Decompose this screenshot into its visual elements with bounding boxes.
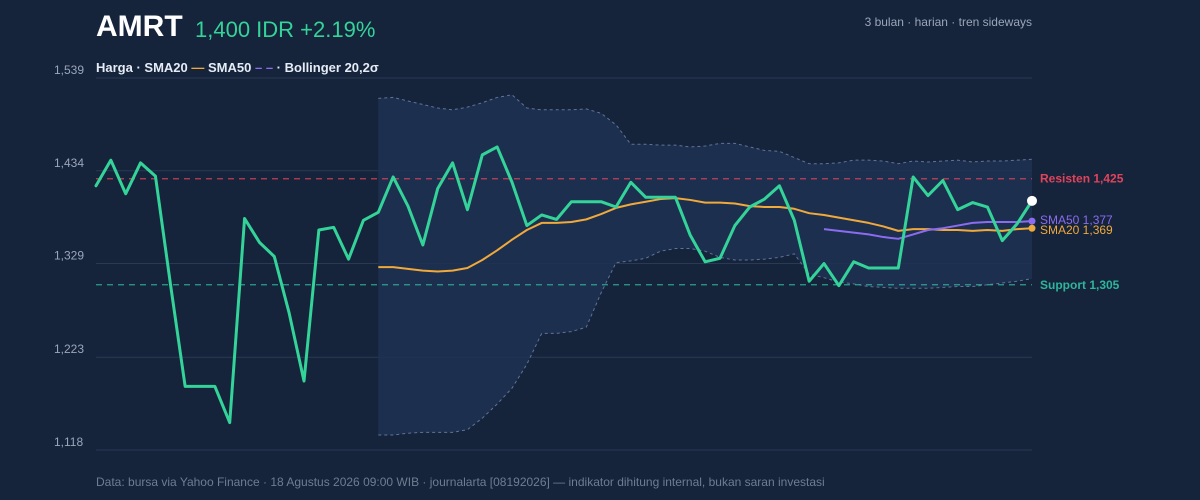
ticker-symbol: AMRT bbox=[96, 10, 183, 43]
series-end-label: SMA50 1,377 bbox=[1040, 213, 1113, 227]
series-lines bbox=[94, 145, 1037, 425]
price-quote: 1,400 IDR +2.19% bbox=[195, 17, 376, 42]
sma50-end-dot bbox=[1028, 217, 1036, 225]
reference-line-label: Resisten 1,425 bbox=[1040, 172, 1124, 186]
reference-lines: Resisten 1,425 Support 1,305 bbox=[96, 172, 1124, 292]
price-line bbox=[94, 145, 1034, 425]
sma20-line bbox=[378, 197, 1033, 273]
legend-price: Harga bbox=[96, 60, 133, 75]
bollinger-upper-line bbox=[378, 94, 1033, 165]
legend-sep: · bbox=[132, 60, 145, 75]
legend: Harga · SMA20 — SMA50 – – · Bollinger 20… bbox=[96, 60, 379, 75]
y-tick-label: 1,223 bbox=[54, 342, 84, 356]
y-tick-label: 1,329 bbox=[54, 249, 84, 263]
bollinger-band-fill bbox=[378, 94, 1032, 435]
source-footer: Data: bursa via Yahoo Finance · 18 Agust… bbox=[96, 475, 825, 489]
chart-meta: 3 bulan · harian · tren sideways bbox=[864, 15, 1032, 29]
y-tick-label: 1,118 bbox=[54, 435, 83, 449]
legend-sma50: SMA50 bbox=[208, 60, 252, 75]
price-end-dot bbox=[1027, 195, 1037, 206]
series-end-label: SMA20 1,369 bbox=[1040, 223, 1113, 237]
legend-bollinger: Bollinger 20,2σ bbox=[284, 60, 379, 75]
y-axis-labels: 1,118 1,223 1,329 1,434 1,539 bbox=[54, 63, 84, 449]
bollinger-lower-line bbox=[378, 248, 1033, 436]
y-tick-label: 1,539 bbox=[54, 63, 84, 77]
legend-sma20: SMA20 bbox=[144, 60, 188, 75]
sma50-line bbox=[823, 220, 1033, 240]
sma20-end-dot bbox=[1028, 224, 1036, 232]
bollinger-band bbox=[378, 94, 1033, 436]
reference-line-label: Support 1,305 bbox=[1040, 278, 1120, 292]
y-tick-label: 1,434 bbox=[54, 156, 84, 170]
legend-sma20-swatch: — bbox=[187, 60, 209, 75]
legend-sma50-swatch: – – bbox=[251, 60, 277, 75]
legend-sep: · bbox=[276, 60, 285, 75]
